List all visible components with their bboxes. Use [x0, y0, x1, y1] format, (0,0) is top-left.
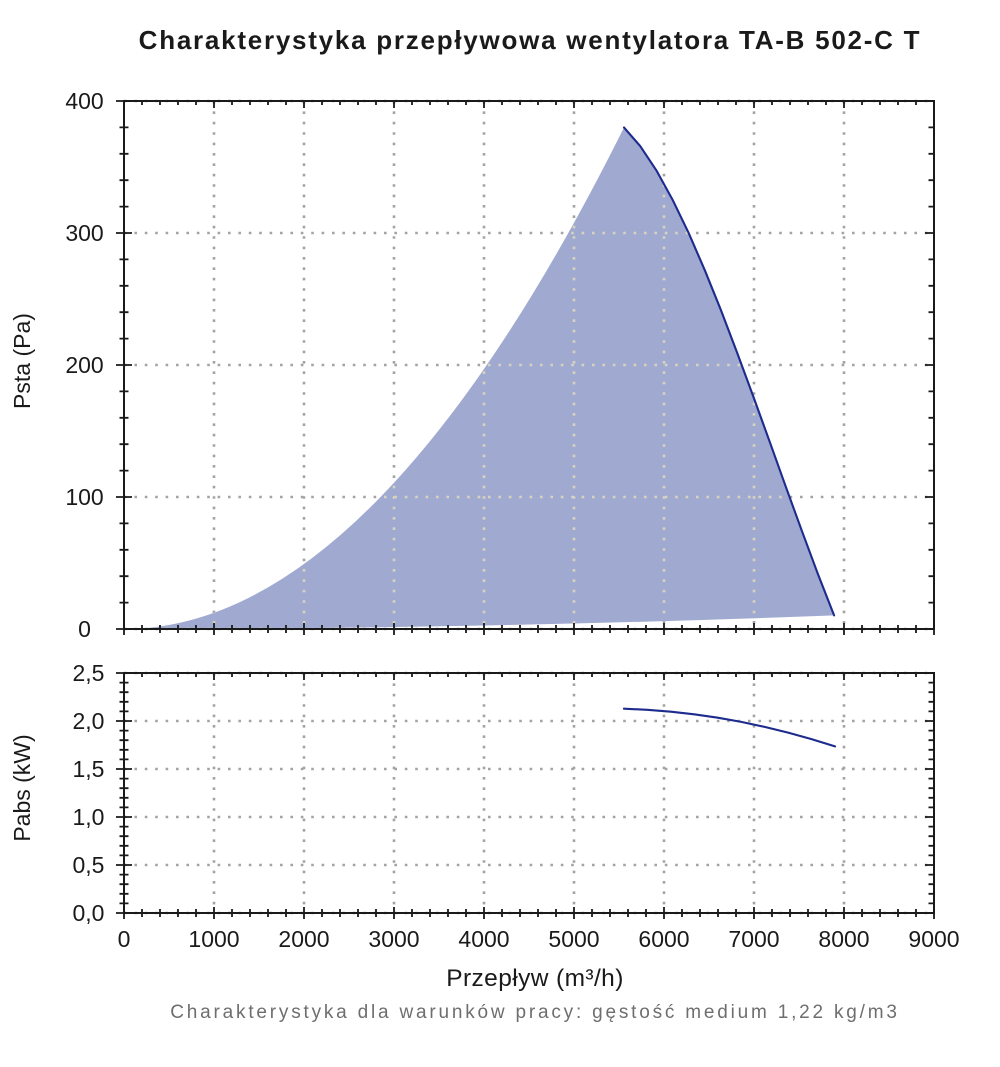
svg-text:4000: 4000	[458, 926, 509, 952]
svg-text:1000: 1000	[188, 926, 239, 952]
svg-text:0: 0	[78, 616, 91, 642]
svg-text:0,5: 0,5	[73, 852, 105, 878]
svg-text:9000: 9000	[908, 926, 959, 952]
svg-text:1,5: 1,5	[73, 756, 105, 782]
svg-text:400: 400	[65, 88, 103, 114]
svg-text:Przepływ (m³/h): Przepływ (m³/h)	[446, 965, 624, 992]
svg-text:0,0: 0,0	[73, 900, 105, 926]
svg-text:8000: 8000	[818, 926, 869, 952]
svg-text:Pabs (kW): Pabs (kW)	[9, 734, 35, 841]
svg-text:Psta (Pa): Psta (Pa)	[9, 313, 35, 409]
svg-text:2,0: 2,0	[73, 708, 105, 734]
svg-text:0: 0	[118, 926, 131, 952]
svg-text:5000: 5000	[548, 926, 599, 952]
svg-text:100: 100	[65, 484, 103, 510]
svg-text:7000: 7000	[728, 926, 779, 952]
svg-text:2,5: 2,5	[73, 660, 105, 686]
svg-text:6000: 6000	[638, 926, 689, 952]
svg-text:300: 300	[65, 220, 103, 246]
svg-text:200: 200	[65, 352, 103, 378]
svg-text:3000: 3000	[368, 926, 419, 952]
svg-text:2000: 2000	[278, 926, 329, 952]
svg-text:Charakterystyka dla warunków p: Charakterystyka dla warunków pracy: gęst…	[170, 1002, 899, 1023]
svg-text:1,0: 1,0	[73, 804, 105, 830]
svg-text:Charakterystyka przepływowa we: Charakterystyka przepływowa wentylatora …	[139, 25, 922, 55]
